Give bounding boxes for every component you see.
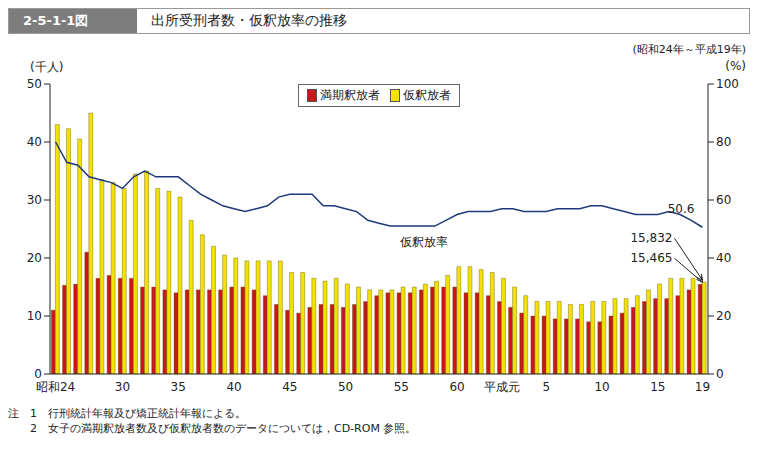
html-text:2 女子の満期釈放者数及び仮釈放者数のデータについては，CD: 2 女子の満期釈放者数及び仮釈放者数のデータについては，CD-ROM 参照。 xyxy=(8,422,417,435)
svg-text:40: 40 xyxy=(716,251,731,265)
svg-text:50.6: 50.6 xyxy=(668,202,695,216)
svg-text:5: 5 xyxy=(542,380,550,394)
svg-text:40: 40 xyxy=(226,380,241,394)
svg-text:50: 50 xyxy=(27,77,42,91)
svg-text:60: 60 xyxy=(449,380,464,394)
svg-text:100: 100 xyxy=(716,77,739,91)
svg-text:35: 35 xyxy=(171,380,186,394)
svg-text:15: 15 xyxy=(650,380,665,394)
svg-text:50: 50 xyxy=(338,380,353,394)
svg-text:10: 10 xyxy=(594,380,609,394)
html-text:2-5-1-1図: 2-5-1-1図 xyxy=(23,13,89,28)
html-text:(千人): (千人) xyxy=(30,60,64,74)
svg-text:0: 0 xyxy=(716,367,724,381)
svg-text:10: 10 xyxy=(27,309,42,323)
html-text:仮釈放者: 仮釈放者 xyxy=(403,88,451,102)
html-text:出所受刑者数・仮釈放率の推移: 出所受刑者数・仮釈放率の推移 xyxy=(151,12,347,28)
html-text:注 1 行刑統計年報及び矯正統計年報による。: 注 1 行刑統計年報及び矯正統計年報による。 xyxy=(8,407,246,420)
svg-text:20: 20 xyxy=(27,251,42,265)
svg-text:30: 30 xyxy=(27,193,42,207)
svg-text:30: 30 xyxy=(115,380,130,394)
svg-text:80: 80 xyxy=(716,135,731,149)
html-text:(昭和24年～平成19年): (昭和24年～平成19年) xyxy=(632,43,746,56)
svg-text:60: 60 xyxy=(716,193,731,207)
svg-text:19: 19 xyxy=(695,380,710,394)
svg-text:仮釈放率: 仮釈放率 xyxy=(399,235,448,249)
svg-text:昭和24: 昭和24 xyxy=(36,380,75,394)
svg-text:15,832: 15,832 xyxy=(630,231,672,245)
svg-text:平成元: 平成元 xyxy=(484,380,520,394)
svg-text:20: 20 xyxy=(716,309,731,323)
svg-text:0: 0 xyxy=(34,367,42,381)
svg-text:15,465: 15,465 xyxy=(630,251,672,265)
svg-text:55: 55 xyxy=(394,380,409,394)
svg-text:45: 45 xyxy=(282,380,297,394)
html-text:満期釈放者: 満期釈放者 xyxy=(320,88,380,102)
svg-text:40: 40 xyxy=(27,135,42,149)
